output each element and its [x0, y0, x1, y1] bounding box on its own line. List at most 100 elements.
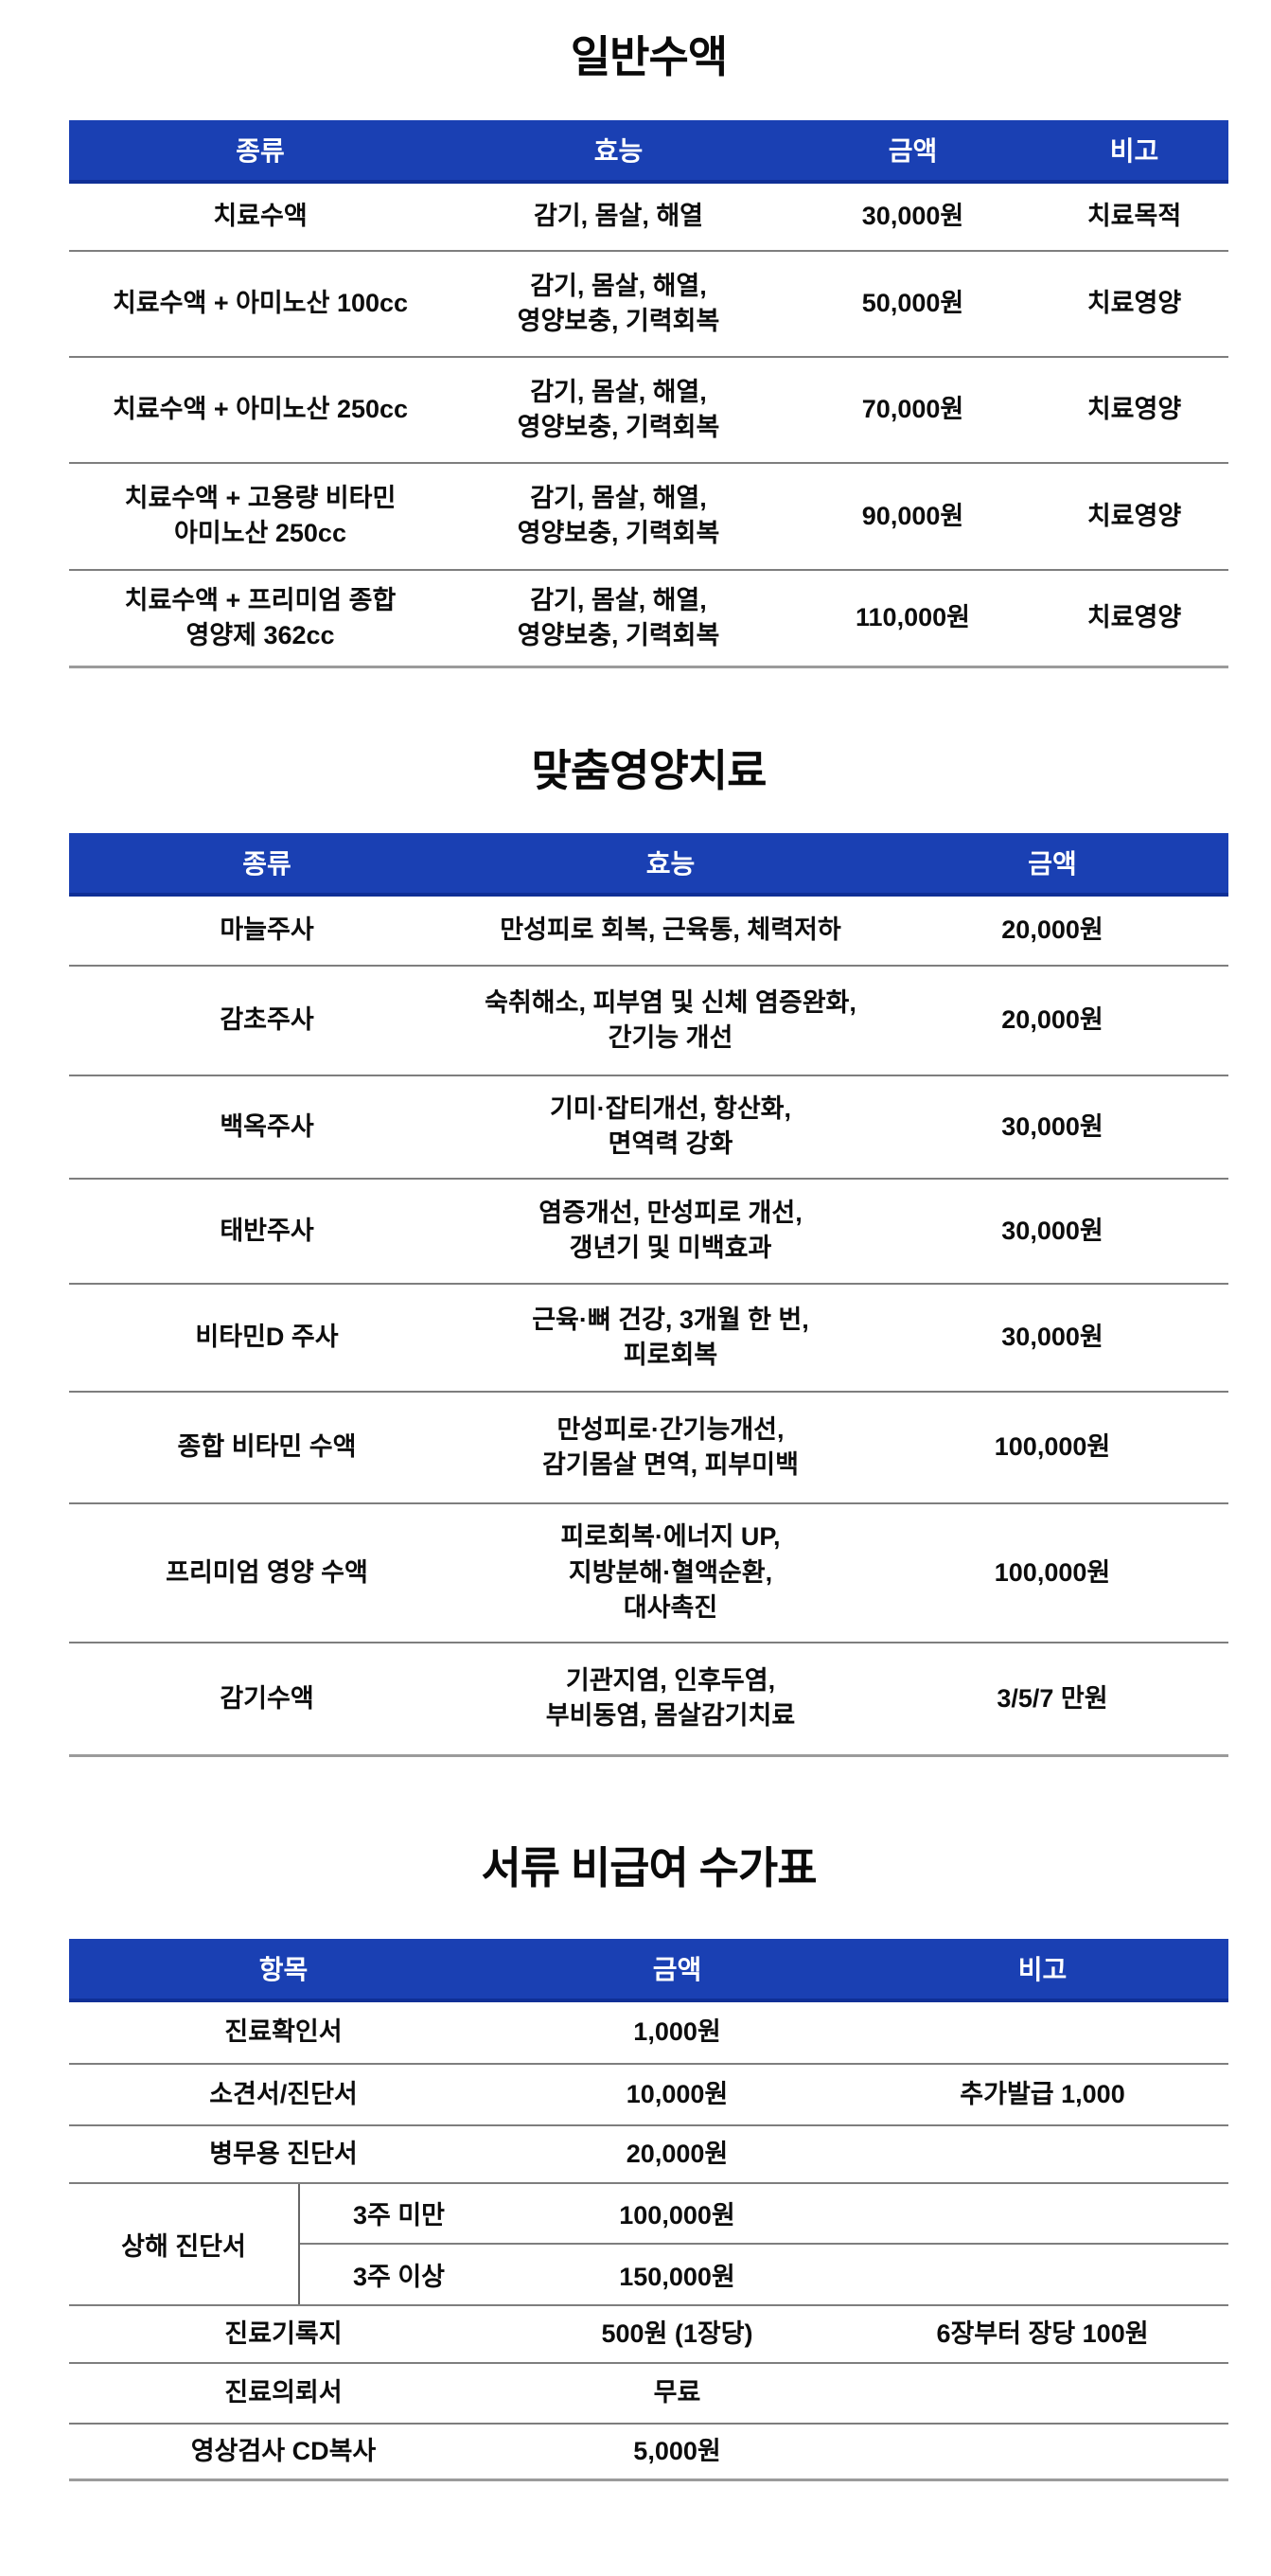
- table-row: 치료수액 + 고용량 비타민 아미노산 250cc 감기, 몸살, 해열, 영양…: [69, 464, 1228, 571]
- table-row: 백옥주사 기미·잡티개선, 항산화, 면역력 강화 30,000원: [69, 1076, 1228, 1180]
- header-price: 금액: [652, 1955, 702, 1985]
- document-body: 일반수액 종류 효능 금액 비고 치료수액 감기, 몸살, 해열 30,000원…: [69, 0, 1228, 2481]
- cell-note: [856, 2447, 1228, 2455]
- cell-type: 치료수액 + 프리미엄 종합 영양제 362cc: [124, 585, 397, 649]
- cell-price: 30,000원: [1001, 1111, 1103, 1141]
- document-fee-table: 항목 금액 비고 진료확인서 1,000원 소견서/진단서 10,000원 추가…: [69, 1938, 1228, 2481]
- table-sub-row: 3주 미만 100,000원: [300, 2184, 1228, 2245]
- section-title-custom-nutrition: 맞춤영양치료: [531, 745, 768, 795]
- cell-type: 프리미엄 영양 수액: [166, 1557, 368, 1587]
- cell-type: 종합 비타민 수액: [177, 1432, 357, 1462]
- cell-type: 치료수액 + 아미노산 100cc: [112, 289, 409, 318]
- table-sub-row: 3주 이상 150,000원: [300, 2245, 1228, 2304]
- table-row: 비타민D 주사 근육·뼈 건강, 3개월 한 번, 피로회복 30,000원: [69, 1285, 1228, 1393]
- cell-price: 3/5/7 만원: [997, 1683, 1108, 1713]
- table-row-injury-certificate: 상해 진단서 3주 미만 100,000원 3주 이상 150,000원: [69, 2183, 1228, 2306]
- cell-type: 치료수액 + 고용량 비타민 아미노산 250cc: [124, 484, 397, 548]
- cell-type: 감초주사: [220, 1005, 314, 1035]
- cell-effect: 근육·뼈 건강, 3개월 한 번, 피로회복: [532, 1305, 809, 1369]
- general-iv-table-header: 종류 효능 금액 비고: [69, 119, 1228, 184]
- custom-nutrition-table-header: 종류 효능 금액: [69, 832, 1228, 897]
- cell-price: 110,000원: [856, 603, 970, 632]
- table-row: 감기수액 기관지염, 인후두염, 부비동염, 몸살감기치료 3/5/7 만원: [69, 1643, 1228, 1757]
- general-iv-table: 종류 효능 금액 비고 치료수액 감기, 몸살, 해열 30,000원 치료목적…: [69, 119, 1228, 668]
- cell-price: 20,000원: [1001, 915, 1103, 945]
- cell-price: 30,000원: [1001, 1216, 1103, 1245]
- cell-type: 백옥주사: [220, 1111, 314, 1141]
- cell-effect: 숙취해소, 피부염 및 신체 염증완화, 간기능 개선: [485, 987, 856, 1052]
- table-row: 마늘주사 만성피로 회복, 근육통, 체력저하 20,000원: [69, 897, 1228, 967]
- table-row: 프리미엄 영양 수액 피로회복·에너지 UP, 지방분해·혈액순환, 대사촉진 …: [69, 1504, 1228, 1643]
- table-row: 치료수액 + 프리미엄 종합 영양제 362cc 감기, 몸살, 해열, 영양보…: [69, 571, 1228, 668]
- cell-note: 추가발급 1,000: [960, 2079, 1125, 2108]
- header-type: 종류: [236, 136, 285, 167]
- cell-price: 100,000원: [994, 1557, 1111, 1587]
- cell-effect: 피로회복·에너지 UP, 지방분해·혈액순환, 대사촉진: [560, 1522, 781, 1622]
- table-row: 소견서/진단서 10,000원 추가발급 1,000: [69, 2065, 1228, 2126]
- cell-note: 치료목적: [1086, 202, 1182, 231]
- cell-note: 치료영양: [1086, 603, 1182, 632]
- cell-note: 치료영양: [1086, 501, 1182, 530]
- table-row: 치료수액 감기, 몸살, 해열 30,000원 치료목적: [69, 184, 1228, 252]
- cell-note: [856, 2389, 1228, 2397]
- cell-price: 1,000원: [633, 2017, 721, 2047]
- cell-effect: 기미·잡티개선, 항산화, 면역력 강화: [549, 1094, 792, 1159]
- cell-effect: 감기, 몸살, 해열: [533, 202, 704, 231]
- cell-item: 소견서/진단서: [209, 2079, 358, 2108]
- table-row: 치료수액 + 아미노산 100cc 감기, 몸살, 해열, 영양보충, 기력회복…: [69, 252, 1228, 358]
- cell-item: 진료기록지: [224, 2318, 343, 2348]
- cell-note: [856, 2029, 1228, 2036]
- cell-effect: 감기, 몸살, 해열, 영양보충, 기력회복: [517, 271, 720, 335]
- cell-note: 치료영양: [1086, 395, 1182, 424]
- header-price: 금액: [1028, 849, 1077, 879]
- cell-type: 치료수액 + 아미노산 250cc: [112, 395, 409, 424]
- section-title-general-iv: 일반수액: [570, 32, 728, 81]
- injury-sub-rows: 3주 미만 100,000원 3주 이상 150,000원: [300, 2184, 1228, 2304]
- cell-effect: 만성피로 회복, 근육통, 체력저하: [500, 915, 841, 945]
- table-row: 진료확인서 1,000원: [69, 2002, 1228, 2065]
- document-fee-table-header: 항목 금액 비고: [69, 1938, 1228, 2002]
- cell-sub-label: 3주 이상: [352, 2262, 446, 2291]
- cell-effect: 염증개선, 만성피로 개선, 갱년기 및 미백효과: [538, 1199, 803, 1263]
- cell-price: 30,000원: [861, 202, 964, 231]
- cell-effect: 감기, 몸살, 해열, 영양보충, 기력회복: [517, 484, 720, 548]
- cell-price: 500원 (1장당): [601, 2318, 753, 2348]
- cell-effect: 감기, 몸살, 해열, 영양보충, 기력회복: [517, 585, 720, 649]
- table-row: 진료의뢰서 무료: [69, 2364, 1228, 2425]
- header-price: 금액: [888, 136, 938, 167]
- table-row: 영상검사 CD복사 5,000원: [69, 2425, 1228, 2481]
- header-note: 비고: [1109, 136, 1159, 167]
- table-row: 치료수액 + 아미노산 250cc 감기, 몸살, 해열, 영양보충, 기력회복…: [69, 358, 1228, 464]
- cell-price: 70,000원: [861, 395, 964, 424]
- table-row: 종합 비타민 수액 만성피로·간기능개선, 감기몸살 면역, 피부미백 100,…: [69, 1393, 1228, 1504]
- cell-type: 태반주사: [220, 1216, 314, 1245]
- cell-effect: 기관지염, 인후두염, 부비동염, 몸살감기치료: [545, 1666, 796, 1731]
- cell-item: 진료확인서: [224, 2017, 343, 2047]
- cell-sub-label: 3주 미만: [352, 2201, 446, 2230]
- cell-type: 감기수액: [220, 1683, 314, 1713]
- table-row: 병무용 진단서 20,000원: [69, 2126, 1228, 2184]
- cell-item: 영상검사 CD복사: [190, 2436, 377, 2465]
- cell-item: 병무용 진단서: [209, 2139, 358, 2168]
- cell-effect: 만성피로·간기능개선, 감기몸살 면역, 피부미백: [542, 1414, 799, 1479]
- cell-price: 50,000원: [861, 289, 964, 318]
- cell-price: 20,000원: [1001, 1005, 1103, 1035]
- cell-item-merged: 상해 진단서: [69, 2183, 300, 2304]
- cell-price: 무료: [653, 2378, 701, 2407]
- cell-price: 150,000원: [619, 2262, 735, 2291]
- cell-type: 마늘주사: [220, 915, 314, 945]
- cell-type: 비타민D 주사: [195, 1323, 339, 1352]
- cell-price: 90,000원: [861, 501, 964, 530]
- table-row: 감초주사 숙취해소, 피부염 및 신체 염증완화, 간기능 개선 20,000원: [69, 967, 1228, 1076]
- cell-price: 100,000원: [619, 2201, 735, 2230]
- section-title-document-fees: 서류 비급여 수가표: [481, 1842, 817, 1892]
- cell-item: 진료의뢰서: [224, 2378, 343, 2407]
- cell-note: [856, 2150, 1228, 2158]
- cell-type: 치료수액: [213, 202, 308, 231]
- header-item: 항목: [258, 1955, 309, 1985]
- header-type: 종류: [242, 849, 291, 879]
- cell-price: 10,000원: [626, 2079, 729, 2108]
- custom-nutrition-table: 종류 효능 금액 마늘주사 만성피로 회복, 근육통, 체력저하 20,000원…: [69, 832, 1228, 1757]
- cell-note: 치료영양: [1086, 289, 1182, 318]
